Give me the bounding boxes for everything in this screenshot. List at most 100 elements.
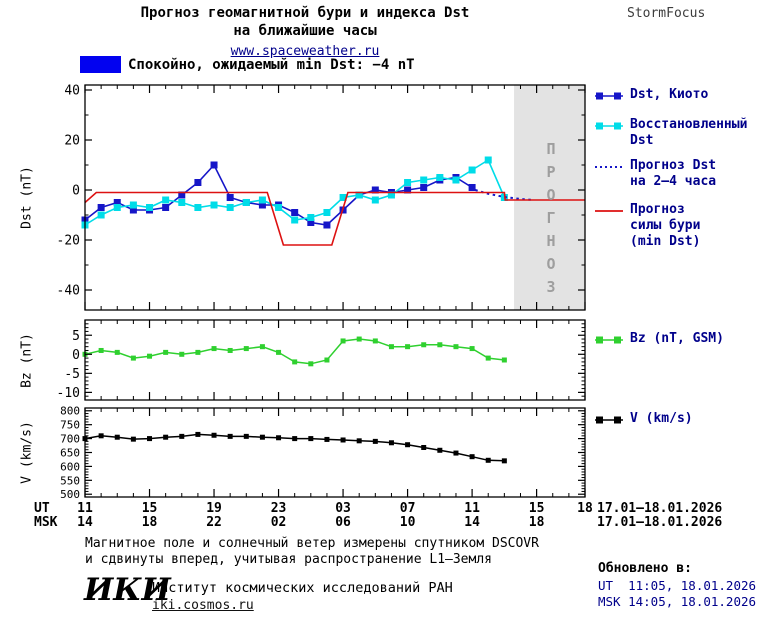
series-marker xyxy=(324,436,330,442)
ut-tick-label: 23 xyxy=(270,501,287,516)
series-marker xyxy=(453,450,459,456)
series-marker xyxy=(485,457,491,463)
series-marker xyxy=(291,216,299,224)
ut-tick-label: 19 xyxy=(206,501,222,516)
y-tick-label: 800 xyxy=(60,405,80,418)
series-marker xyxy=(259,344,265,350)
series-marker xyxy=(130,436,136,442)
site-link[interactable]: www.spaceweather.ru xyxy=(230,44,380,59)
org-name: Институт космических исследований РАН xyxy=(152,580,453,596)
series-marker xyxy=(194,204,202,211)
series-marker xyxy=(308,436,314,442)
series-marker xyxy=(323,221,331,229)
dst-forecast-marker-icon xyxy=(595,166,623,168)
page-subtitle: на ближайшие часы xyxy=(233,23,377,39)
msk-date-range: 17.01–18.01.2026 xyxy=(597,515,723,530)
series-line xyxy=(84,163,473,226)
series-marker xyxy=(258,196,266,204)
series-marker xyxy=(324,357,330,363)
series-marker xyxy=(195,349,201,355)
series-marker xyxy=(179,433,185,439)
series-marker xyxy=(178,191,186,199)
series-marker xyxy=(113,204,121,211)
v-y-axis-label: V (km/s) xyxy=(19,421,35,484)
y-tick-label: 500 xyxy=(60,488,80,501)
series-marker xyxy=(307,219,315,226)
legend-label: Dst, Киото xyxy=(630,87,709,102)
y-tick-label: 750 xyxy=(60,419,80,432)
series-marker xyxy=(452,176,460,184)
series-marker xyxy=(372,438,378,444)
y-tick-label: -40 xyxy=(57,284,80,299)
series-marker xyxy=(113,199,121,206)
y-tick-label: 550 xyxy=(60,474,80,487)
series-marker xyxy=(291,209,299,216)
series-marker xyxy=(98,347,104,353)
series-marker xyxy=(420,176,428,184)
forecast-region xyxy=(514,85,585,310)
data-source-note-line2: и сдвинуты вперед, учитывая распростране… xyxy=(85,552,492,567)
series-marker xyxy=(340,437,346,443)
legend-label: Прогноз силы бури (min Dst) xyxy=(630,202,701,249)
series-marker xyxy=(421,342,427,348)
series-marker xyxy=(292,436,298,442)
series-marker xyxy=(292,359,298,365)
dst-y-axis-label: Dst (nT) xyxy=(19,166,35,229)
series-marker xyxy=(437,342,443,348)
series-marker xyxy=(243,433,249,439)
ut-tick-label: 11 xyxy=(464,501,480,516)
series-marker xyxy=(485,355,491,361)
header: Прогноз геомагнитной бури и индекса Dst … xyxy=(85,4,525,59)
series-marker xyxy=(226,194,234,201)
series-marker xyxy=(243,346,249,352)
msk-tick-label: 22 xyxy=(206,515,222,530)
y-tick-label: 650 xyxy=(60,446,80,459)
msk-tick-label: 18 xyxy=(528,515,545,530)
org-link[interactable]: iki.cosmos.ru xyxy=(152,598,254,613)
series-marker xyxy=(405,344,411,350)
legend-item-dst-forecast: Прогноз Dst на 2—4 часа xyxy=(594,158,716,190)
legend-item-storm-forecast: Прогноз силы бури (min Dst) xyxy=(594,202,700,250)
series-marker xyxy=(162,196,170,204)
series-marker xyxy=(211,432,217,438)
brand-label: StormFocus xyxy=(627,6,706,21)
y-tick-label: 700 xyxy=(60,433,80,446)
ut-date-range: 17.01–18.01.2026 xyxy=(597,501,723,516)
series-marker xyxy=(210,201,218,209)
y-tick-label: 40 xyxy=(64,84,80,99)
quiet-level-swatch xyxy=(80,56,121,73)
y-tick-label: 0 xyxy=(72,348,80,363)
y-tick-label: 0 xyxy=(72,184,80,199)
msk-tick-label: 18 xyxy=(141,515,158,530)
y-tick-label: -20 xyxy=(57,234,80,249)
page-title: Прогноз геомагнитной бури и индекса Dst xyxy=(140,5,470,21)
ut-tick-label: 03 xyxy=(335,501,351,516)
series-marker xyxy=(437,447,443,453)
series-marker xyxy=(356,336,362,342)
msk-tick-label: 02 xyxy=(270,515,287,530)
y-tick-label: 20 xyxy=(64,134,80,149)
msk-tick-label: 14 xyxy=(77,515,93,530)
series-marker xyxy=(469,346,475,352)
y-tick-label: -10 xyxy=(57,386,80,401)
series-marker xyxy=(258,201,266,209)
series-marker xyxy=(227,347,233,353)
status-text: Спокойно, ожидаемый min Dst: −4 nT xyxy=(128,56,415,73)
series-marker xyxy=(162,204,170,211)
series-marker xyxy=(308,361,314,367)
series-marker xyxy=(259,434,265,440)
series-marker xyxy=(114,349,120,355)
series-marker xyxy=(468,184,476,191)
series-marker xyxy=(147,436,153,442)
series-marker xyxy=(405,442,411,448)
dst-chart: 40 20 0 -20 -40 xyxy=(57,84,586,311)
series-marker xyxy=(356,438,362,444)
msk-tick-label: 14 xyxy=(464,515,480,530)
legend-label: Bz (nT, GSM) xyxy=(630,331,724,346)
legend-item-v: V (km/s) xyxy=(594,411,693,428)
y-tick-label: 600 xyxy=(60,460,80,473)
data-source-note-line1: Магнитное поле и солнечный ветер измерен… xyxy=(85,536,539,551)
series-marker xyxy=(469,454,475,460)
